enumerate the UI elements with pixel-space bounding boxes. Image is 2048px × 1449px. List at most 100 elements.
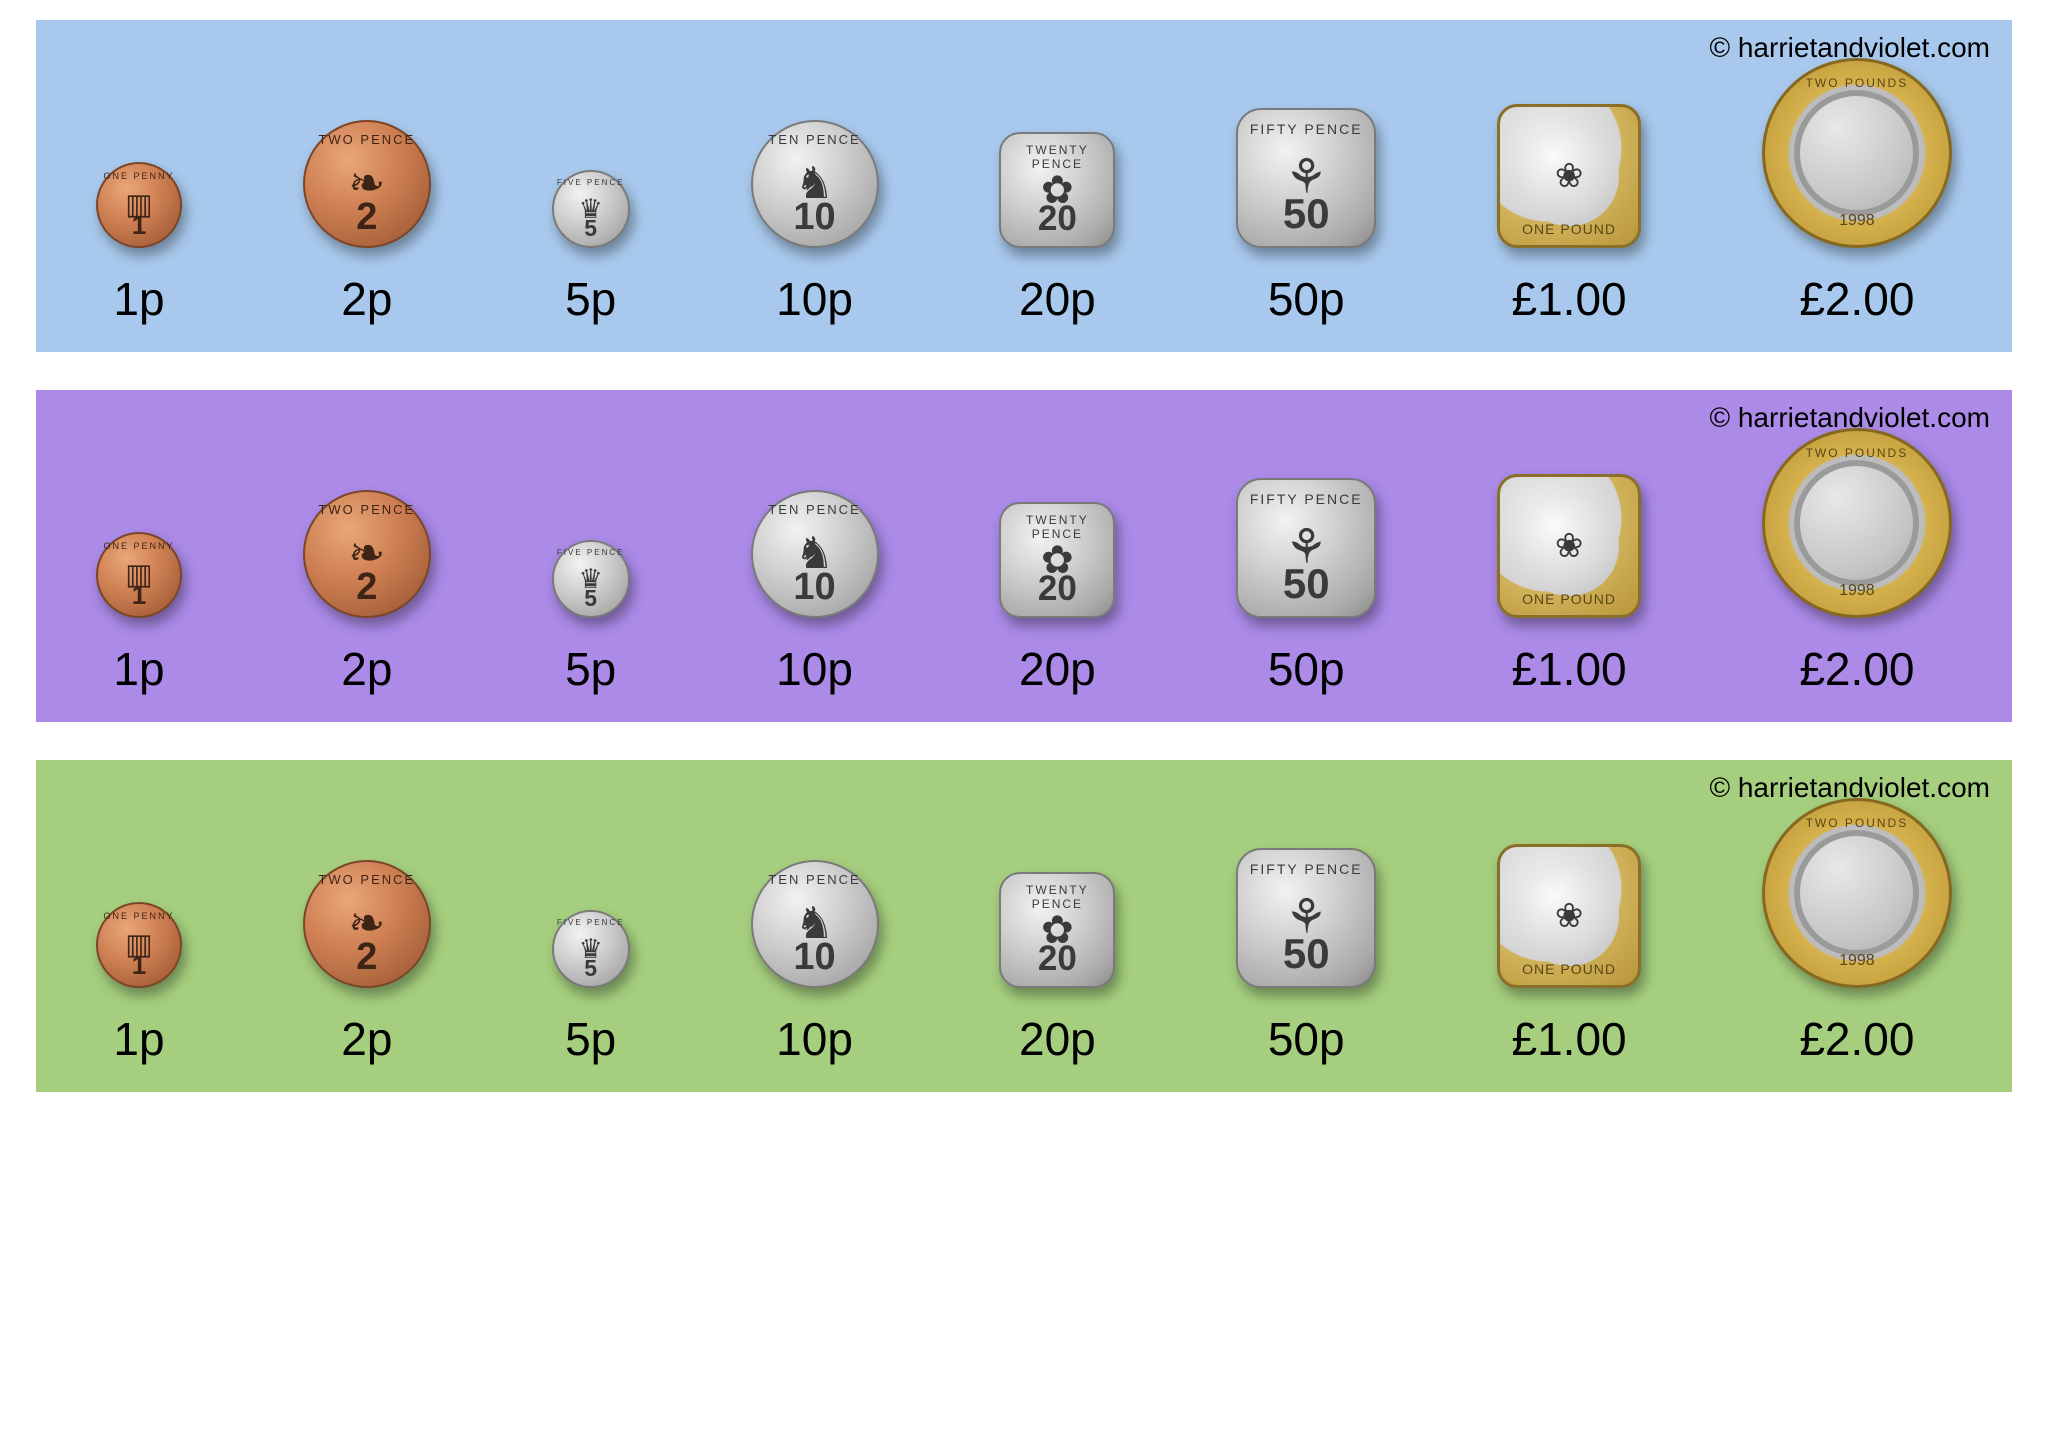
coin-column-50p: FIFTY PENCE⚘5050p — [1236, 418, 1376, 696]
coin-top-text: TEN PENCE — [753, 502, 877, 517]
coin-1gbp: ❀ONE POUND — [1497, 788, 1641, 988]
coin-top-text: TEN PENCE — [753, 132, 877, 147]
coin-1p: ONE PENNY▥1 — [96, 788, 182, 988]
coin-number: 20 — [1001, 199, 1113, 239]
coin-top-text: FIFTY PENCE — [1238, 121, 1374, 137]
coin-top-text: ONE PENNY — [98, 541, 180, 551]
coin-column-1p: ONE PENNY▥1 1p — [96, 418, 182, 696]
coin-bottom-text: ONE POUND — [1500, 961, 1638, 977]
coin-reference-sheet: © harrietandviolet.comONE PENNY▥11pTWO P… — [0, 0, 2048, 1132]
coin-column-2p: TWO PENCE❧2 2p — [303, 48, 431, 326]
coin-top-text: TWENTY PENCE — [1001, 513, 1113, 541]
coin-top-text: TWO POUNDS — [1765, 816, 1949, 830]
coin-20p: TWENTY PENCE✿20 — [999, 788, 1115, 988]
coin-label: £1.00 — [1512, 642, 1627, 696]
coin-column-1p: ONE PENNY▥1 1p — [96, 788, 182, 1066]
coin-50p: FIFTY PENCE⚘50 — [1236, 788, 1376, 988]
coin-top-text: FIFTY PENCE — [1238, 491, 1374, 507]
coin-label: 1p — [113, 642, 164, 696]
coin-number: 5 — [554, 215, 628, 242]
coin-label: 20p — [1019, 272, 1096, 326]
coin-number: 20 — [1001, 569, 1113, 609]
coin-column-2gbp: TWO POUNDS 1998 £2.00 — [1762, 418, 1952, 696]
coin-2p: TWO PENCE❧2 — [303, 418, 431, 618]
coin-2p: TWO PENCE❧2 — [303, 48, 431, 248]
coin-label: 20p — [1019, 1012, 1096, 1066]
coin-column-5p: FIVE PENCE♛55p — [552, 48, 630, 326]
coin-label: £1.00 — [1512, 1012, 1627, 1066]
coin-label: £2.00 — [1799, 642, 1914, 696]
coin-top-text: TWENTY PENCE — [1001, 143, 1113, 171]
coin-column-20p: TWENTY PENCE✿20 20p — [999, 418, 1115, 696]
coin-number: 1 — [98, 210, 180, 241]
coin-2p: TWO PENCE❧2 — [303, 788, 431, 988]
coin-number: 50 — [1238, 560, 1374, 608]
coin-column-10p: TEN PENCE♞1010p — [751, 418, 879, 696]
coin-2gbp: TWO POUNDS1998 — [1762, 48, 1952, 248]
coin-label: 2p — [341, 1012, 392, 1066]
coin-year: 1998 — [1765, 952, 1949, 970]
coin-label: 1p — [113, 1012, 164, 1066]
coin-1p: ONE PENNY▥1 — [96, 418, 182, 618]
coin-label: 10p — [776, 1012, 853, 1066]
coin-column-1gbp: ❀ONE POUND £1.00 — [1497, 48, 1641, 326]
coin-column-20p: TWENTY PENCE✿20 20p — [999, 788, 1115, 1066]
coin-label: 2p — [341, 272, 392, 326]
coin-top-text: TEN PENCE — [753, 872, 877, 887]
coin-number: 2 — [305, 566, 429, 609]
coin-5p: FIVE PENCE♛5 — [552, 418, 630, 618]
coin-row: ONE PENNY▥11pTWO PENCE❧22pFIVE PENCE♛55p… — [56, 418, 1992, 696]
coin-label: £2.00 — [1799, 1012, 1914, 1066]
coin-label: £2.00 — [1799, 272, 1914, 326]
coin-label: 10p — [776, 272, 853, 326]
coin-column-5p: FIVE PENCE♛55p — [552, 788, 630, 1066]
coin-row: ONE PENNY▥1 1p TWO PENCE❧2 2p FIVE PENCE♛55p… — [56, 788, 1992, 1066]
coin-top-text: TWO PENCE — [305, 132, 429, 147]
coin-5p: FIVE PENCE♛5 — [552, 788, 630, 988]
coin-1gbp: ❀ONE POUND — [1497, 418, 1641, 618]
coin-label: 10p — [776, 642, 853, 696]
coin-2gbp: TWO POUNDS 1998 — [1762, 418, 1952, 618]
coin-column-1gbp: ❀ONE POUND £1.00 — [1497, 788, 1641, 1066]
coin-column-2gbp: TWO POUNDS 1998 £2.00 — [1762, 788, 1952, 1066]
panel-blue: © harrietandviolet.comONE PENNY▥11pTWO P… — [36, 20, 2012, 352]
coin-20p: TWENTY PENCE✿20 — [999, 418, 1115, 618]
coin-label: 20p — [1019, 642, 1096, 696]
coin-column-10p: TEN PENCE♞10 10p — [751, 788, 879, 1066]
coin-column-1p: ONE PENNY▥1 1p — [96, 48, 182, 326]
coin-top-text: TWO PENCE — [305, 872, 429, 887]
coin-1gbp: ❀ONE POUND — [1497, 48, 1641, 248]
coin-label: 1p — [113, 272, 164, 326]
coin-column-20p: TWENTY PENCE✿20 20p — [999, 48, 1115, 326]
coin-top-text: FIVE PENCE — [554, 548, 628, 557]
coin-label: 50p — [1268, 642, 1345, 696]
coin-column-2p: TWO PENCE❧2 2p — [303, 418, 431, 696]
coin-number: 5 — [554, 955, 628, 982]
coin-number: 2 — [305, 196, 429, 239]
coin-year: 1998 — [1765, 582, 1949, 600]
coin-top-text: TWO POUNDS — [1765, 446, 1949, 460]
coin-2gbp: TWO POUNDS 1998 — [1762, 788, 1952, 988]
coin-20p: TWENTY PENCE✿20 — [999, 48, 1115, 248]
coin-number: 10 — [753, 936, 877, 979]
coin-column-2gbp: TWO POUNDS1998 £2.00 — [1762, 48, 1952, 326]
coin-label: £1.00 — [1512, 272, 1627, 326]
coin-bottom-text: ONE POUND — [1500, 221, 1638, 237]
coin-label: 2p — [341, 642, 392, 696]
coin-column-50p: FIFTY PENCE⚘5050p — [1236, 48, 1376, 326]
coin-bottom-text: ONE POUND — [1500, 591, 1638, 607]
coin-column-50p: FIFTY PENCE⚘5050p — [1236, 788, 1376, 1066]
coin-number: 1 — [98, 580, 180, 611]
coin-top-text: TWO POUNDS — [1765, 76, 1949, 90]
coin-10p: TEN PENCE♞10 — [751, 48, 879, 248]
coin-top-text: ONE PENNY — [98, 171, 180, 181]
coin-label: 50p — [1268, 272, 1345, 326]
coin-top-text: ONE PENNY — [98, 911, 180, 921]
coin-10p: TEN PENCE♞10 — [751, 788, 879, 988]
coin-1p: ONE PENNY▥1 — [96, 48, 182, 248]
coin-top-text: FIVE PENCE — [554, 178, 628, 187]
coin-column-10p: TEN PENCE♞10 10p — [751, 48, 879, 326]
coin-number: 2 — [305, 936, 429, 979]
panel-green: © harrietandviolet.comONE PENNY▥11pTWO P… — [36, 760, 2012, 1092]
coin-row: ONE PENNY▥1 1p TWO PENCE❧2 2p FIVE PENCE♛55p… — [56, 48, 1992, 326]
